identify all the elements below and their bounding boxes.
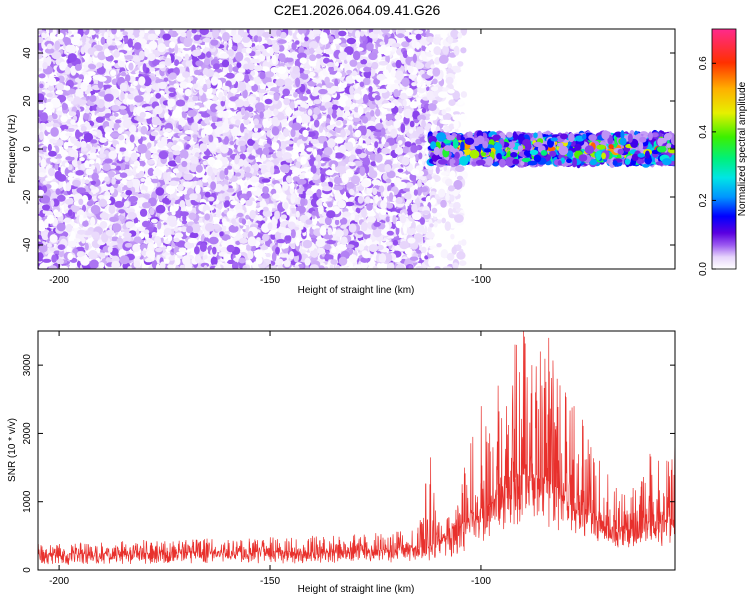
spectrogram-cell (368, 86, 373, 93)
spectrogram-cell (84, 179, 90, 184)
spectrogram-cell (280, 122, 289, 127)
spectrogram-cell (120, 71, 127, 77)
spectrogram-cell (333, 99, 339, 106)
chart-title: C2E1.2026.064.09.41.G26 (274, 2, 441, 18)
spectrogram-cell (167, 264, 174, 269)
spectrogram-cells (38, 29, 675, 269)
spectrogram-cell (166, 245, 172, 251)
